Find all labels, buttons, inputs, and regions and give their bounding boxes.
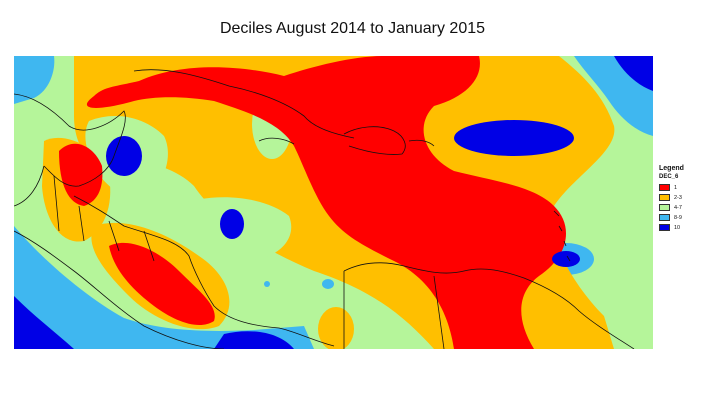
- decile-zone-8-9-southwest: [14, 226, 314, 349]
- legend-swatch: [659, 204, 670, 211]
- decile-zone-1-yucatan: [59, 143, 103, 206]
- legend-item: 10: [659, 223, 703, 232]
- legend-item-label: 1: [674, 184, 678, 191]
- decile-zone-10-ne: [614, 56, 653, 91]
- decile-zone-10-caribbean: [220, 209, 244, 239]
- map-legend: Legend DEC_6 1 2-3 4-7 8-9 10: [659, 165, 703, 233]
- legend-item: 4-7: [659, 203, 703, 212]
- legend-item-label: 10: [674, 224, 681, 231]
- decile-zone-8-9-nw: [14, 56, 55, 104]
- borders-central-america: [53, 175, 155, 262]
- coastline-south-america: [343, 262, 635, 349]
- decile-zone-2-3-south: [318, 307, 354, 349]
- legend-item: 8-9: [659, 213, 703, 222]
- legend-item-label: 4-7: [674, 204, 682, 211]
- decile-zone-10-gulf: [106, 136, 142, 176]
- legend-swatch: [659, 224, 670, 231]
- legend-item-label: 2-3: [674, 194, 682, 201]
- legend-item: 2-3: [659, 193, 703, 202]
- decile-zone-10-atlantic: [454, 120, 574, 156]
- decile-zone-1-main: [86, 56, 566, 349]
- border-venezuela: [433, 275, 445, 349]
- decile-zone-8-9-dot-2: [264, 281, 270, 287]
- legend-swatch: [659, 214, 670, 221]
- legend-item: 1: [659, 183, 703, 192]
- legend-field: DEC_6: [659, 174, 679, 180]
- decile-zone-10-sw: [14, 296, 74, 349]
- coastline-mexico: [14, 93, 126, 187]
- legend-swatch: [659, 194, 670, 201]
- decile-zone-10-east: [552, 251, 580, 267]
- legend-item-label: 8-9: [674, 214, 682, 221]
- coastline-jamaica: [258, 137, 295, 145]
- coastline-cuba: [133, 69, 355, 139]
- legend-title: Legend: [659, 165, 684, 172]
- decile-zone-10-south: [214, 331, 294, 349]
- decile-zone-1-nicaragua: [109, 242, 215, 326]
- coastline-puerto-rico: [408, 139, 435, 147]
- coastline-mexico-south: [14, 165, 45, 207]
- coastline-pacific: [14, 230, 225, 349]
- legend-swatch: [659, 184, 670, 191]
- decile-map-svg: [14, 56, 653, 349]
- coastline-hispaniola: [343, 126, 406, 155]
- coastlines: [14, 69, 635, 349]
- map-title: Deciles August 2014 to January 2015: [219, 20, 486, 37]
- coastline-lesser-antilles: [553, 210, 571, 262]
- decile-zone-8-9-dot: [322, 279, 334, 289]
- decile-map: [13, 55, 654, 350]
- coastline-central-america: [73, 195, 335, 347]
